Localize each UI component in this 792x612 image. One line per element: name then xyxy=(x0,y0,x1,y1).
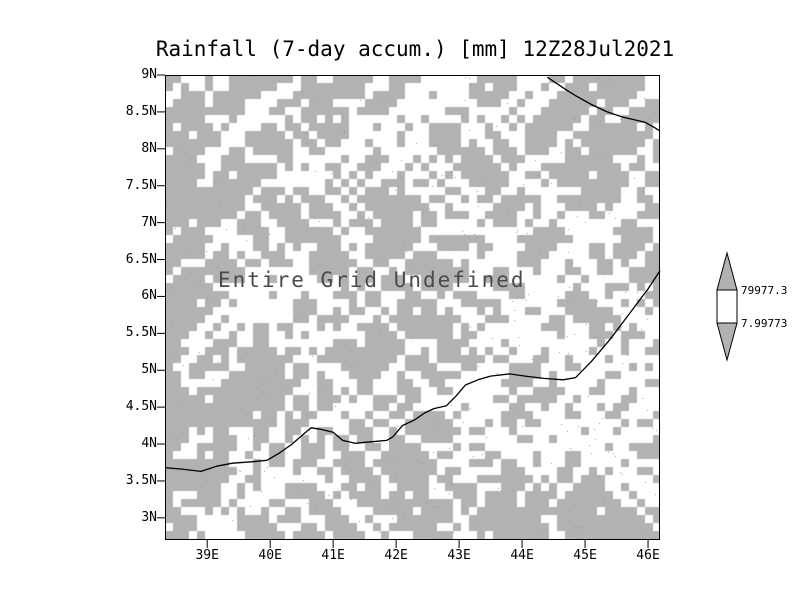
coastline xyxy=(164,270,661,473)
y-tick-label: 7.5N xyxy=(125,177,157,193)
y-tick-label: 3.5N xyxy=(125,472,157,488)
coastline xyxy=(546,76,661,132)
x-tick-label: 39E xyxy=(195,548,219,563)
colorbar-label: 79977.3 xyxy=(741,284,788,297)
plot-frame xyxy=(165,75,660,540)
y-tick-label: 5.5N xyxy=(125,325,157,341)
colorbar-box xyxy=(716,289,738,324)
x-tick-label: 45E xyxy=(573,548,597,563)
y-tick-label: 8N xyxy=(141,140,157,156)
colorbar-label: 7.99773 xyxy=(741,317,788,330)
x-tick-label: 40E xyxy=(258,548,282,563)
y-tick-label: 6N xyxy=(141,288,157,304)
x-tick-label: 46E xyxy=(636,548,660,563)
undefined-message: Entire Grid Undefined xyxy=(218,268,526,292)
x-tick-label: 42E xyxy=(384,548,408,563)
y-tick-label: 4.5N xyxy=(125,399,157,415)
y-tick-label: 6.5N xyxy=(125,251,157,267)
x-tick-label: 43E xyxy=(447,548,471,563)
y-tick-label: 3N xyxy=(141,509,157,525)
y-tick-label: 8.5N xyxy=(125,103,157,119)
x-tick-label: 44E xyxy=(510,548,534,563)
y-tick-label: 9N xyxy=(141,67,157,82)
chart-title: Rainfall (7-day accum.) [mm] 12Z28Jul202… xyxy=(155,37,675,61)
y-tick-label: 7N xyxy=(141,214,157,230)
x-tick-label: 41E xyxy=(321,548,345,563)
y-tick-label: 5N xyxy=(141,362,157,378)
y-tick-label: 4N xyxy=(141,436,157,452)
colorbar-top-arrow xyxy=(716,251,738,291)
colorbar-bottom-arrow xyxy=(716,322,738,362)
